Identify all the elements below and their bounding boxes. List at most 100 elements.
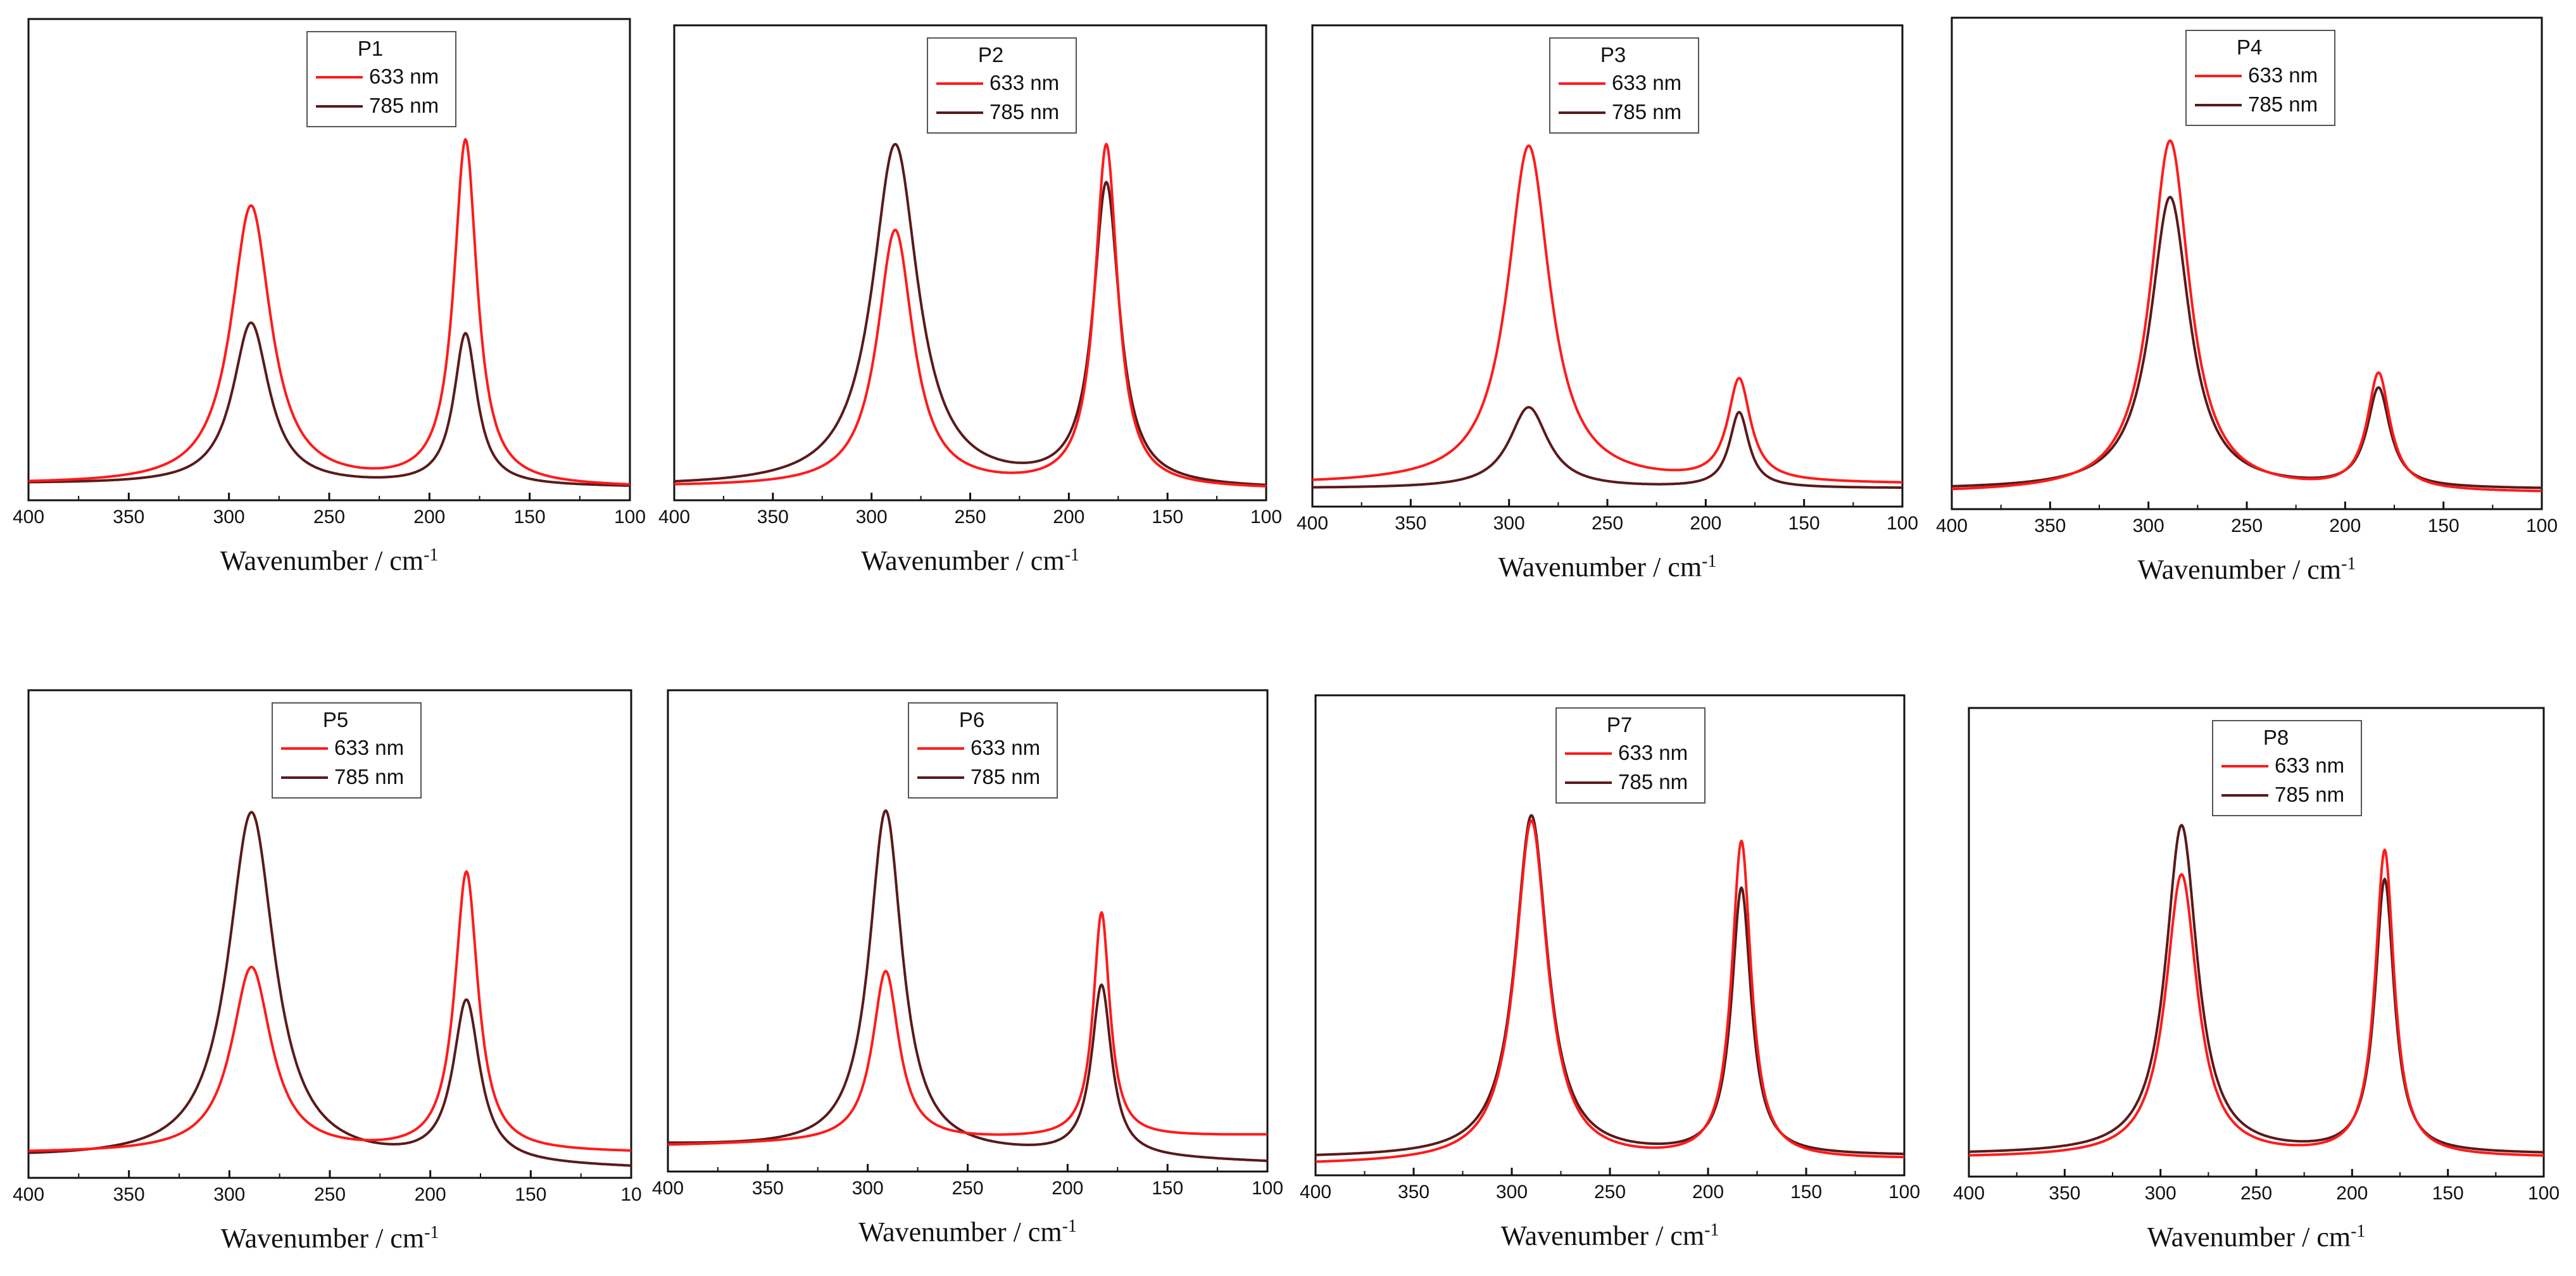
x-tick-label: 300 — [856, 507, 888, 527]
x-tick-label: 400 — [1300, 1182, 1331, 1203]
x-axis-title: Wavenumber / cm-1 — [2147, 1222, 2366, 1253]
x-tick-label: 400 — [652, 1178, 684, 1199]
series-line-633-nm — [1951, 139, 2542, 493]
series-line-785-nm — [28, 321, 631, 487]
series-line-785-nm — [1968, 824, 2544, 1154]
legend: P7 633 nm 785 nm — [1555, 707, 1706, 804]
panel-p3: 400 350 300 250 200 150 100 Wavenumber / cm-1 P3… — [1297, 24, 1918, 583]
legend-box — [908, 702, 1058, 799]
series-line-785-nm — [1312, 406, 1903, 489]
panel-p5: 400 350 300 250 200 150 10 Wavenumber / cm-1 P5 6… — [13, 689, 642, 1254]
legend-label: 633 nm — [1618, 741, 1688, 764]
x-tick-label: 150 — [1152, 1178, 1183, 1199]
x-tick-label: 300 — [2133, 515, 2164, 536]
x-tick-label: 150 — [2428, 515, 2460, 536]
x-tick-label: 250 — [313, 507, 345, 527]
legend-label: 785 nm — [1612, 100, 1681, 123]
legend: P5 633 nm 785 nm — [272, 702, 422, 799]
legend-box — [2212, 720, 2362, 816]
x-axis-title: Wavenumber / cm-1 — [221, 1223, 439, 1254]
x-tick-label: 300 — [2145, 1183, 2177, 1204]
series-line-633-nm — [667, 911, 1268, 1146]
x-tick-label: 300 — [1493, 513, 1525, 534]
x-tick-label: 200 — [413, 507, 445, 527]
x-tick-label: 250 — [1594, 1182, 1626, 1203]
x-tick-label: 100 — [1887, 513, 1918, 534]
legend-label: 785 nm — [334, 765, 404, 788]
series-line-633-nm — [1968, 848, 2544, 1157]
legend-label: 633 nm — [369, 65, 439, 88]
x-tick-label: 250 — [314, 1184, 346, 1205]
x-tick-label: 300 — [213, 1184, 245, 1205]
series-line-633-nm — [1315, 819, 1905, 1163]
x-tick-label: 100 — [1888, 1182, 1920, 1203]
x-tick-label: 200 — [1052, 1178, 1083, 1199]
x-tick-label: 100 — [1250, 507, 1282, 527]
x-tick-label: 250 — [2231, 515, 2263, 536]
x-axis-title: Wavenumber / cm-1 — [2138, 554, 2356, 586]
legend-box — [1549, 37, 1699, 134]
x-tick-label: 400 — [1297, 513, 1328, 534]
x-tick-label: 150 — [514, 507, 546, 527]
series-line-633-nm — [28, 870, 632, 1153]
x-tick-label: 100 — [2528, 1183, 2560, 1204]
panel-p8: 400 350 300 250 200 150 100 Wavenumber / cm-1 P8… — [1953, 707, 2560, 1253]
x-tick-label: 400 — [1936, 515, 1968, 536]
x-tick-label: 350 — [113, 507, 144, 527]
legend-box — [306, 31, 456, 127]
x-tick-label: 350 — [1395, 513, 1426, 534]
legend-title: P4 — [2237, 35, 2262, 59]
legend-title: P1 — [358, 37, 383, 60]
x-axis-title: Wavenumber / cm-1 — [858, 1216, 1077, 1248]
x-axis-title: Wavenumber / cm-1 — [220, 545, 439, 577]
legend-title: P6 — [959, 708, 984, 731]
legend: P3 633 nm 785 nm — [1549, 37, 1699, 134]
legend: P4 633 nm 785 nm — [2185, 30, 2335, 126]
x-tick-label: 300 — [1496, 1182, 1528, 1203]
x-tick-label: 100 — [1252, 1178, 1283, 1199]
x-tick-label: 150 — [2432, 1183, 2464, 1204]
x-tick-label: 10 — [620, 1184, 641, 1205]
x-tick-label: 150 — [1790, 1182, 1822, 1203]
series-line-633-nm — [28, 138, 631, 486]
x-tick-label: 350 — [752, 1178, 784, 1199]
legend-label: 633 nm — [990, 71, 1059, 94]
x-tick-label: 350 — [113, 1184, 145, 1205]
legend-box — [927, 37, 1077, 134]
x-axis-title: Wavenumber / cm-1 — [1498, 552, 1717, 583]
legend: P8 633 nm 785 nm — [2212, 720, 2362, 816]
x-tick-label: 250 — [952, 1178, 983, 1199]
legend-label: 633 nm — [971, 736, 1040, 759]
x-tick-label: 350 — [2049, 1183, 2080, 1204]
x-tick-label: 350 — [1398, 1182, 1429, 1203]
series-line-785-nm — [28, 811, 632, 1167]
x-tick-label: 400 — [13, 1184, 44, 1205]
legend-title: P5 — [323, 708, 348, 731]
legend-title: P3 — [1600, 43, 1626, 66]
x-tick-label: 200 — [415, 1184, 446, 1205]
x-axis-title: Wavenumber / cm-1 — [1501, 1220, 1719, 1252]
legend-title: P8 — [2263, 726, 2289, 749]
series-line-785-nm — [674, 142, 1267, 486]
legend-box — [272, 702, 422, 799]
panel-p2: 400 350 300 250 200 150 100 Wavenumber / cm-1 P2… — [658, 24, 1282, 576]
legend-label: 785 nm — [990, 100, 1059, 123]
series-line-633-nm — [1312, 144, 1903, 484]
x-tick-label: 350 — [2034, 515, 2066, 536]
legend-label: 785 nm — [369, 94, 439, 117]
series-line-785-nm — [1315, 814, 1905, 1156]
x-tick-label: 400 — [658, 507, 690, 527]
x-tick-label: 200 — [1053, 507, 1084, 527]
x-tick-label: 200 — [2329, 515, 2361, 536]
legend-label: 785 nm — [1618, 770, 1688, 793]
x-tick-label: 400 — [1953, 1183, 1985, 1204]
x-tick-label: 200 — [1692, 1182, 1724, 1203]
legend-box — [2185, 30, 2335, 126]
panel-p7: 400 350 300 250 200 150 100 Wavenumber / cm-1 P7… — [1300, 694, 1920, 1252]
x-tick-label: 250 — [954, 507, 986, 527]
legend-label: 785 nm — [2275, 783, 2344, 806]
x-tick-label: 250 — [2240, 1183, 2272, 1204]
series-line-633-nm — [674, 142, 1267, 488]
legend-label: 633 nm — [334, 736, 404, 759]
